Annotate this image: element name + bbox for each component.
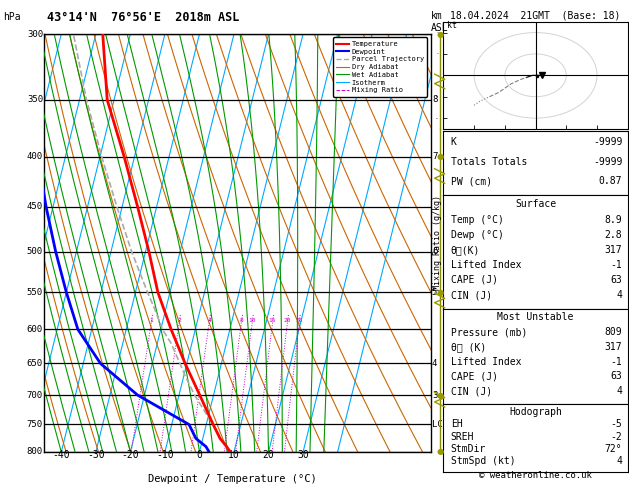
Text: Temp (°C): Temp (°C) <box>451 214 504 225</box>
Text: 750: 750 <box>27 420 43 429</box>
Text: 550: 550 <box>27 288 43 297</box>
Text: CIN (J): CIN (J) <box>451 290 492 300</box>
Text: Hodograph: Hodograph <box>509 407 562 417</box>
Text: 63: 63 <box>611 371 622 382</box>
Text: θᴄ(K): θᴄ(K) <box>451 245 480 255</box>
Text: -2: -2 <box>611 432 622 441</box>
Text: 300: 300 <box>27 30 43 38</box>
Text: km: km <box>431 11 443 21</box>
Text: ●: ● <box>436 391 443 399</box>
Text: 20: 20 <box>284 318 291 323</box>
Text: Lifted Index: Lifted Index <box>451 357 521 366</box>
Text: CAPE (J): CAPE (J) <box>451 371 498 382</box>
Legend: Temperature, Dewpoint, Parcel Trajectory, Dry Adiabat, Wet Adiabat, Isotherm, Mi: Temperature, Dewpoint, Parcel Trajectory… <box>333 37 427 97</box>
Text: 0.87: 0.87 <box>599 176 622 186</box>
Text: SREH: SREH <box>451 432 474 441</box>
Text: Most Unstable: Most Unstable <box>498 312 574 322</box>
Text: 400: 400 <box>27 152 43 161</box>
Text: © weatheronline.co.uk: © weatheronline.co.uk <box>479 471 592 480</box>
Text: 350: 350 <box>27 95 43 104</box>
Text: Mixing Ratio (g/kg): Mixing Ratio (g/kg) <box>433 195 442 291</box>
Text: 7: 7 <box>432 152 437 161</box>
Text: Lifted Index: Lifted Index <box>451 260 521 270</box>
Text: 6: 6 <box>432 247 437 256</box>
Text: 4: 4 <box>208 318 211 323</box>
Text: 25: 25 <box>296 318 303 323</box>
Text: 20: 20 <box>263 450 274 460</box>
Text: 650: 650 <box>27 359 43 368</box>
Text: -5: -5 <box>611 419 622 429</box>
Text: 4: 4 <box>616 386 622 396</box>
Text: 43°14'N  76°56'E  2018m ASL: 43°14'N 76°56'E 2018m ASL <box>47 11 240 24</box>
Text: 4: 4 <box>616 290 622 300</box>
Text: 450: 450 <box>27 202 43 211</box>
Text: ●: ● <box>436 288 443 297</box>
Text: Dewpoint / Temperature (°C): Dewpoint / Temperature (°C) <box>148 473 317 484</box>
Text: 3: 3 <box>432 391 437 399</box>
Text: -30: -30 <box>87 450 104 460</box>
Text: 10: 10 <box>248 318 256 323</box>
Text: K: K <box>451 138 457 147</box>
Text: 15: 15 <box>269 318 276 323</box>
Text: StmSpd (kt): StmSpd (kt) <box>451 456 515 466</box>
Text: 500: 500 <box>27 247 43 256</box>
Text: ASL: ASL <box>431 23 448 34</box>
Text: Totals Totals: Totals Totals <box>451 157 527 167</box>
Text: hPa: hPa <box>3 12 21 22</box>
Text: ●: ● <box>436 152 443 161</box>
Text: 2.8: 2.8 <box>604 229 622 240</box>
Text: 4: 4 <box>616 456 622 466</box>
Text: StmDir: StmDir <box>451 444 486 454</box>
Text: -9999: -9999 <box>593 157 622 167</box>
Text: 317: 317 <box>604 342 622 352</box>
Text: 72°: 72° <box>604 444 622 454</box>
Text: -1: -1 <box>611 357 622 366</box>
Text: 809: 809 <box>604 327 622 337</box>
Text: LCL: LCL <box>432 420 448 429</box>
Text: -20: -20 <box>121 450 139 460</box>
Text: 8: 8 <box>240 318 243 323</box>
Text: 0: 0 <box>196 450 203 460</box>
Text: ●: ● <box>436 30 443 38</box>
Text: CAPE (J): CAPE (J) <box>451 275 498 285</box>
Text: 4: 4 <box>432 359 437 368</box>
Text: CIN (J): CIN (J) <box>451 386 492 396</box>
Text: Dewp (°C): Dewp (°C) <box>451 229 504 240</box>
Text: -1: -1 <box>611 260 622 270</box>
Text: θᴄ (K): θᴄ (K) <box>451 342 486 352</box>
Text: 18.04.2024  21GMT  (Base: 18): 18.04.2024 21GMT (Base: 18) <box>450 11 621 21</box>
Text: 10: 10 <box>228 450 240 460</box>
Text: 600: 600 <box>27 325 43 334</box>
Text: 800: 800 <box>27 448 43 456</box>
Text: 5: 5 <box>432 288 437 297</box>
Text: 63: 63 <box>611 275 622 285</box>
Text: -10: -10 <box>156 450 174 460</box>
Text: 30: 30 <box>297 450 309 460</box>
Text: ●: ● <box>436 448 443 456</box>
Text: 317: 317 <box>604 245 622 255</box>
Text: Pressure (mb): Pressure (mb) <box>451 327 527 337</box>
Text: 2: 2 <box>177 318 181 323</box>
Text: EH: EH <box>451 419 462 429</box>
Text: 1: 1 <box>149 318 153 323</box>
Text: 700: 700 <box>27 391 43 399</box>
Text: PW (cm): PW (cm) <box>451 176 492 186</box>
Text: -40: -40 <box>52 450 70 460</box>
Text: 8.9: 8.9 <box>604 214 622 225</box>
Text: -9999: -9999 <box>593 138 622 147</box>
Text: 8: 8 <box>432 95 437 104</box>
Text: Surface: Surface <box>515 199 556 209</box>
Text: kt: kt <box>447 21 457 30</box>
